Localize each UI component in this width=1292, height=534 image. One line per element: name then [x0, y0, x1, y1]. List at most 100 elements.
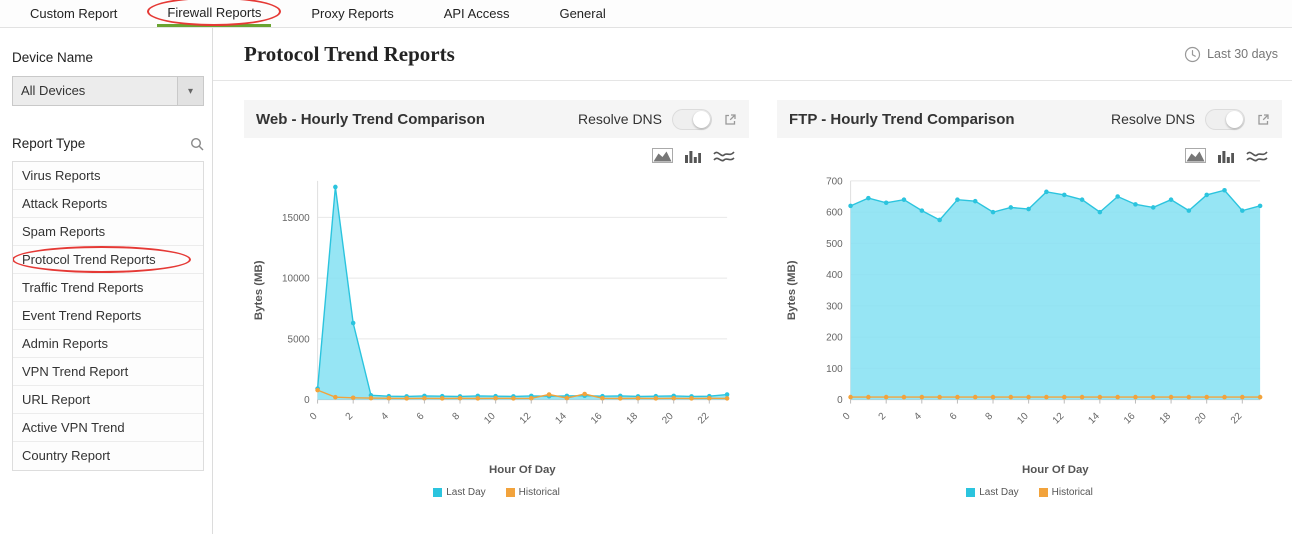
legend-historical[interactable]: Historical	[505, 487, 560, 499]
smooth-line-chart-icon[interactable]	[713, 149, 735, 163]
svg-text:8: 8	[983, 410, 995, 422]
toggle-knob	[693, 110, 710, 128]
report-item-spam[interactable]: Spam Reports	[13, 218, 203, 246]
legend-last-day[interactable]: Last Day	[433, 487, 486, 498]
web-trend-chart[interactable]: 0 5000 10000 15000 0 2 4 6 8 10 12 14 16 18 20 22 Hour O…	[244, 165, 749, 485]
web-card-title: Web - Hourly Trend Comparison	[256, 110, 485, 128]
report-item-traffic-trend[interactable]: Traffic Trend Reports	[13, 274, 203, 302]
device-name-label: Device Name	[12, 50, 94, 65]
report-item-country[interactable]: Country Report	[22, 448, 111, 463]
web-popout-icon[interactable]	[724, 113, 737, 126]
ftp-card-title: FTP - Hourly Trend Comparison	[789, 110, 1015, 128]
ftp-chart-tools	[777, 138, 1282, 165]
legend-historical-label: Historical	[518, 487, 560, 499]
tab-firewall-reports-label: Firewall Reports	[167, 4, 262, 20]
svg-text:200: 200	[826, 333, 843, 344]
ftp-trend-chart[interactable]: 0 100 200 300 400 500 600 700 0 2 4 6 8 10 12 14 16 18 20 2…	[777, 165, 1282, 485]
svg-text:20: 20	[660, 410, 676, 426]
svg-text:Hour Of Day: Hour Of Day	[489, 464, 556, 476]
legend-last-day-label: Last Day	[979, 487, 1019, 499]
page-title: Protocol Trend Reports	[244, 41, 455, 66]
svg-text:22: 22	[1229, 410, 1245, 426]
svg-text:8: 8	[450, 410, 462, 422]
area-chart-icon[interactable]	[1185, 148, 1206, 163]
ftp-resolve-dns-toggle[interactable]	[1205, 108, 1245, 130]
svg-text:16: 16	[1122, 410, 1138, 426]
report-item-url[interactable]: URL Report	[13, 386, 203, 414]
svg-text:0: 0	[841, 410, 853, 422]
report-item-protocol-trend[interactable]: Protocol Trend Reports	[13, 246, 203, 274]
ftp-resolve-dns-label: Resolve DNS	[1110, 111, 1195, 127]
legend-historical[interactable]: Historical	[1038, 487, 1093, 499]
tab-general[interactable]: General	[559, 6, 606, 21]
svg-text:4: 4	[912, 410, 924, 422]
svg-text:12: 12	[1051, 410, 1067, 426]
main-content: Protocol Trend Reports Last 30 days Web …	[213, 28, 1292, 534]
svg-text:14: 14	[553, 410, 569, 426]
web-resolve-dns-toggle[interactable]	[672, 108, 712, 130]
svg-text:0: 0	[837, 395, 843, 406]
svg-text:12: 12	[518, 410, 534, 426]
svg-text:10: 10	[1015, 410, 1031, 426]
svg-text:22: 22	[696, 410, 712, 426]
svg-text:Bytes (MB): Bytes (MB)	[253, 260, 265, 320]
svg-text:600: 600	[826, 208, 843, 219]
svg-text:700: 700	[826, 176, 843, 187]
web-resolve-dns-label: Resolve DNS	[577, 111, 662, 127]
legend-swatch-last-day	[433, 488, 443, 498]
report-item-virus[interactable]: Virus Reports	[13, 162, 203, 190]
time-range-label: Last 30 days	[1207, 47, 1278, 61]
legend-historical-label: Historical	[1051, 487, 1093, 499]
ftp-chart-legend: Last Day Historical	[777, 485, 1282, 506]
bar-chart-icon[interactable]	[685, 148, 701, 163]
clock-icon	[1184, 46, 1201, 63]
device-select-caret-button[interactable]: ▾	[177, 77, 203, 105]
page-header: Protocol Trend Reports Last 30 days	[213, 28, 1292, 81]
tab-proxy-reports[interactable]: Proxy Reports	[311, 6, 394, 21]
report-item-event-trend[interactable]: Event Trend Reports	[13, 302, 203, 330]
svg-text:15000: 15000	[282, 213, 310, 224]
svg-text:16: 16	[589, 410, 605, 426]
svg-text:10000: 10000	[282, 274, 310, 285]
web-trend-card: Web - Hourly Trend Comparison Resolve DN…	[244, 100, 749, 534]
svg-text:6: 6	[415, 410, 427, 422]
device-select-value: All Devices	[21, 83, 86, 98]
legend-swatch-historical	[1038, 488, 1048, 498]
ftp-popout-icon[interactable]	[1257, 113, 1270, 126]
charts-row: Web - Hourly Trend Comparison Resolve DN…	[213, 81, 1292, 534]
legend-last-day[interactable]: Last Day	[966, 487, 1019, 499]
svg-text:2: 2	[344, 410, 356, 422]
report-item-attack[interactable]: Attack Reports	[13, 190, 203, 218]
svg-text:18: 18	[625, 410, 641, 426]
tab-custom-report[interactable]: Custom Report	[30, 6, 118, 21]
search-icon[interactable]	[190, 137, 204, 151]
svg-text:2: 2	[877, 410, 889, 422]
svg-text:400: 400	[826, 270, 843, 281]
area-chart-icon[interactable]	[652, 148, 673, 163]
report-item-vpn-trend[interactable]: VPN Trend Report	[13, 358, 203, 386]
web-chart-tools	[244, 138, 749, 165]
report-item-admin[interactable]: Admin Reports	[13, 330, 203, 358]
toggle-knob	[1226, 110, 1243, 128]
report-type-label: Report Type	[12, 136, 86, 151]
time-range-selector[interactable]: Last 30 days	[1184, 46, 1278, 63]
tab-firewall-reports[interactable]: Firewall Reports	[147, 0, 282, 27]
report-item-active-vpn[interactable]: Active VPN Trend	[13, 414, 203, 442]
svg-text:5000: 5000	[288, 334, 311, 345]
tab-api-access[interactable]: API Access	[443, 6, 510, 21]
ftp-card-header: FTP - Hourly Trend Comparison Resolve DN…	[777, 100, 1282, 138]
device-select[interactable]: All Devices ▾	[12, 76, 204, 106]
svg-text:0: 0	[308, 410, 320, 422]
top-tab-bar: Custom Report Firewall Reports Proxy Rep…	[0, 0, 1292, 28]
svg-text:300: 300	[826, 301, 843, 312]
svg-text:0: 0	[304, 395, 310, 406]
report-item-protocol-trend-label: Protocol Trend Reports	[22, 252, 156, 267]
legend-swatch-last-day	[966, 488, 976, 498]
svg-text:4: 4	[379, 410, 391, 422]
report-type-list: Virus Reports Attack Reports Spam Report…	[12, 161, 204, 471]
svg-text:14: 14	[1086, 410, 1102, 426]
legend-swatch-historical	[505, 488, 515, 498]
smooth-line-chart-icon[interactable]	[1246, 149, 1268, 163]
bar-chart-icon[interactable]	[1218, 148, 1234, 163]
